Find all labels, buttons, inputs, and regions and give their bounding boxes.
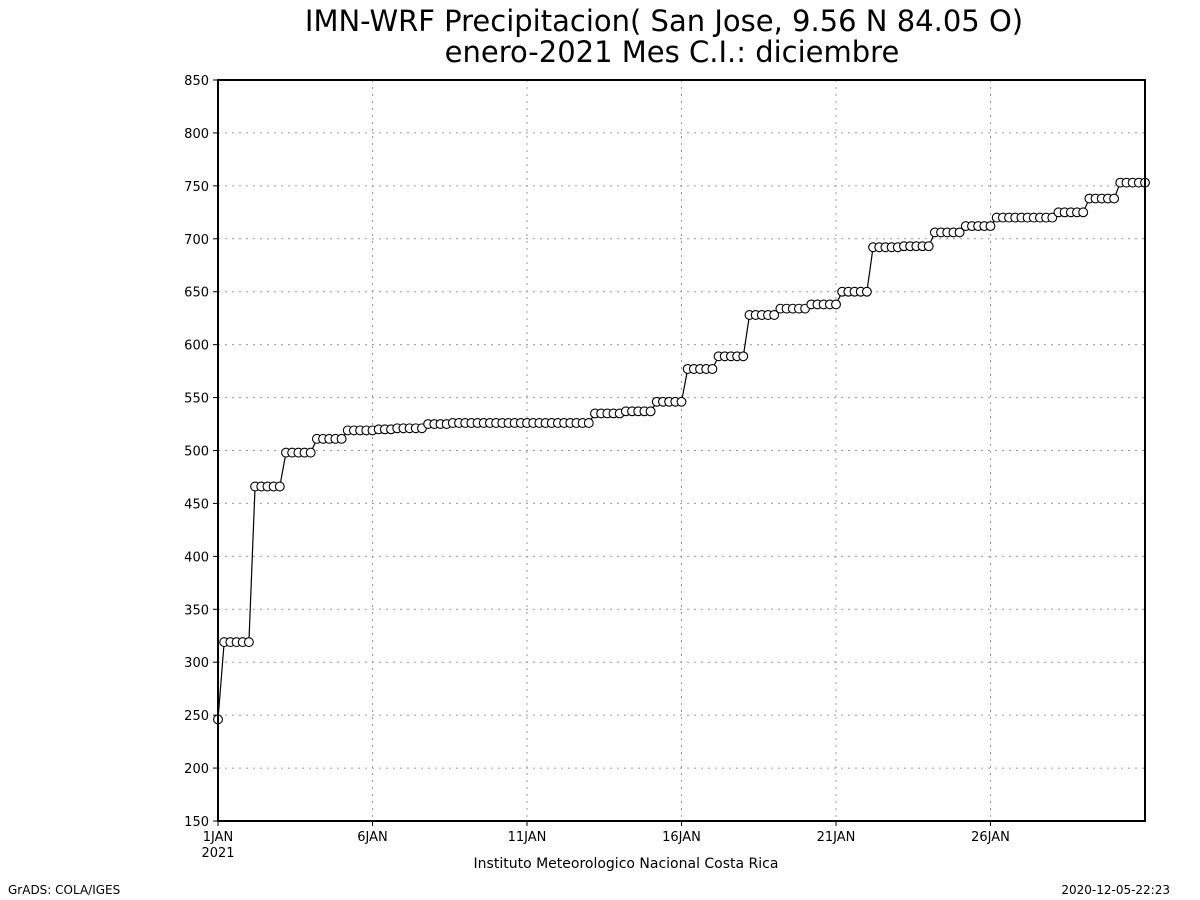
data-point: [645, 406, 656, 417]
x-tick-label: 11JAN: [508, 830, 547, 845]
y-tick-label: 350: [184, 603, 209, 618]
data-point: [1078, 207, 1089, 218]
data-point: [274, 481, 285, 492]
footer-timestamp: 2020-12-05-22:23: [1061, 883, 1170, 897]
y-tick-label: 450: [184, 497, 209, 512]
data-point: [985, 221, 996, 232]
y-tick-label: 150: [184, 815, 209, 830]
x-tick-label: 6JAN: [357, 830, 388, 845]
x-tick-label: 1JAN: [203, 830, 234, 845]
y-tick-label: 650: [184, 286, 209, 301]
y-tick-label: 200: [184, 762, 209, 777]
chart-subtitle: enero-2021 Mes C.I.: diciembre: [445, 35, 900, 69]
data-point: [923, 241, 934, 252]
data-point: [336, 433, 347, 444]
y-tick-label: 800: [184, 127, 209, 142]
data-point: [1109, 193, 1120, 204]
footer-credit: GrADS: COLA/IGES: [8, 883, 120, 897]
x-tick-label: 26JAN: [971, 830, 1010, 845]
data-point: [861, 286, 872, 297]
data-point: [954, 227, 965, 238]
data-point: [738, 351, 749, 362]
data-point: [769, 310, 780, 320]
x-tick-label: 16JAN: [662, 830, 701, 845]
y-tick-label: 850: [184, 74, 209, 89]
data-point: [676, 396, 687, 407]
y-tick-label: 400: [184, 550, 209, 565]
x-tick-label: 21JAN: [817, 830, 856, 845]
y-tick-label: 600: [184, 339, 209, 354]
y-tick-label: 300: [184, 656, 209, 671]
data-markers: [213, 177, 1150, 725]
footer-institution: Instituto Meteorologico Nacional Costa R…: [474, 856, 779, 872]
data-point: [707, 364, 718, 374]
grid-lines: [218, 80, 1145, 821]
data-point: [1047, 212, 1058, 223]
y-tick-label: 500: [184, 445, 209, 460]
y-tick-label: 250: [184, 709, 209, 724]
data-point: [243, 637, 254, 648]
data-point: [583, 418, 594, 428]
chart-title: IMN-WRF Precipitacion( San Jose, 9.56 N …: [305, 4, 1023, 38]
y-tick-label: 550: [184, 392, 209, 407]
x-axis-year-label: 2021: [201, 846, 234, 861]
data-point: [305, 447, 316, 458]
data-point: [831, 299, 841, 310]
y-tick-label: 700: [184, 233, 209, 248]
plot-frame: [217, 79, 1146, 822]
axis-ticks: 150 200 250 300 350 400 450 500 550 600 650 700 750 8…: [184, 74, 1010, 845]
y-tick-label: 750: [184, 180, 209, 195]
